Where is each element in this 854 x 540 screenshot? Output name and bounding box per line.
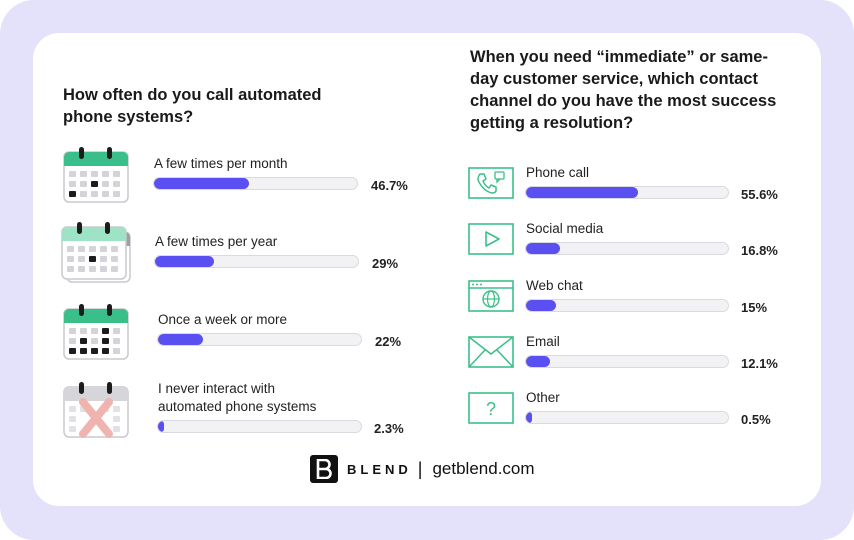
footer-separator: | [417,458,423,479]
left-bar-track [157,420,362,433]
right-bar [526,412,533,423]
right-bar-track [525,299,729,312]
left-category-label: I never interact with automated phone sy… [158,381,317,414]
right-bar [526,187,639,198]
left-value-label: 29% [372,256,399,271]
right-bar [526,243,560,254]
phone-call-icon [468,167,514,199]
right-value-label: 16.8% [741,243,778,258]
web-chat-icon [468,280,514,312]
left-bar-track [154,255,359,268]
right-value-label: 15% [741,300,768,315]
left-bar [154,178,249,189]
right-bar-track [525,411,729,424]
right-bar-track [525,242,729,255]
right-value-label: 12.1% [741,356,778,371]
right-category-label: Other [526,390,560,405]
left-value-label: 46.7% [371,178,408,193]
calendar-icon [63,304,129,360]
right-chart-title: When you need “immediate” or same-day cu… [470,48,777,132]
calendar-icon [63,147,129,203]
left-chart-title: How often do you call automated phone sy… [63,86,322,126]
calendar-stack-icon [61,222,131,283]
right-category-label: Social media [526,221,604,236]
left-bar [158,334,203,345]
footer-brand: BLEND | getblend.com [310,455,535,483]
left-bar [155,256,214,267]
right-category-label: Phone call [526,165,590,180]
calendar-crossed-icon [63,382,129,438]
right-bar-track [525,186,729,199]
video-play-icon [468,223,514,255]
question-icon: ? [468,392,514,424]
left-value-label: 2.3% [374,421,404,436]
left-value-label: 22% [375,334,402,349]
right-value-label: 55.6% [741,187,778,202]
right-bar-track [525,355,729,368]
left-bar-track [153,177,358,190]
right-category-label: Email [526,334,560,349]
svg-text:?: ? [486,399,496,419]
right-value-label: 0.5% [741,412,771,427]
brand-name: BLEND [347,461,412,477]
blend-logo-icon [310,455,338,483]
left-bar-track [157,333,362,346]
right-category-label: Web chat [526,278,583,293]
left-category-label: Once a week or more [158,312,288,327]
left-bar [158,421,165,432]
website-link[interactable]: getblend.com [432,459,535,478]
email-icon [468,336,514,368]
right-bar [526,356,551,367]
right-bar [526,300,557,311]
left-category-label: A few times per month [154,156,288,171]
left-category-label: A few times per year [155,234,278,249]
